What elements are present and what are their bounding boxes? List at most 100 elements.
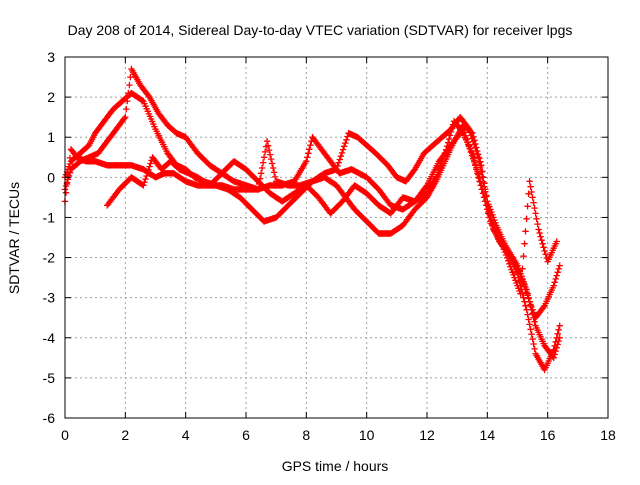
data-point-marker — [143, 172, 150, 180]
data-point-marker — [145, 166, 152, 173]
data-point-marker — [526, 321, 533, 328]
data-point-marker — [524, 290, 531, 297]
data-point-marker — [553, 272, 560, 279]
data-point-marker — [469, 135, 476, 142]
data-point-marker — [537, 233, 544, 240]
data-point-marker — [468, 132, 475, 139]
data-point-marker — [532, 210, 539, 217]
y-tick-label: -2 — [43, 250, 56, 266]
data-point-marker — [553, 344, 560, 351]
data-point-marker — [530, 314, 537, 321]
data-point-marker — [480, 194, 488, 201]
data-point-marker — [463, 135, 470, 143]
data-point-marker — [144, 169, 151, 177]
data-point-marker — [501, 248, 509, 256]
data-point-marker — [506, 260, 513, 267]
data-point-marker — [467, 149, 475, 156]
data-point-marker — [62, 189, 70, 196]
data-point-marker — [524, 203, 531, 210]
data-point-marker — [471, 141, 478, 148]
data-series — [61, 65, 563, 374]
y-tick-label: 2 — [47, 89, 55, 105]
data-point-marker — [122, 114, 129, 121]
x-tick-label: 16 — [540, 427, 556, 443]
data-point-marker — [556, 262, 563, 269]
data-point-marker — [66, 154, 74, 162]
data-point-marker — [272, 173, 279, 181]
data-point-marker — [528, 306, 535, 313]
data-point-marker — [139, 97, 146, 104]
data-point-marker — [531, 345, 538, 353]
data-point-marker — [460, 126, 467, 133]
data-point-marker — [121, 115, 128, 122]
data-point-marker — [535, 226, 542, 233]
data-point-marker — [529, 335, 536, 343]
data-point-marker — [527, 183, 534, 190]
data-point-marker — [527, 326, 534, 333]
x-tick-label: 6 — [242, 427, 250, 443]
data-point-marker — [422, 183, 430, 190]
data-point-marker — [519, 265, 526, 272]
data-point-marker — [534, 220, 541, 228]
data-point-marker — [477, 163, 484, 171]
x-tick-label: 4 — [182, 427, 190, 443]
data-point-marker — [265, 146, 273, 154]
data-point-marker — [466, 145, 473, 153]
y-tick-label: -3 — [43, 290, 56, 306]
data-point-marker — [461, 129, 468, 136]
data-point-marker — [263, 138, 271, 145]
data-point-marker — [254, 186, 262, 193]
data-point-marker — [269, 164, 277, 172]
data-point-marker — [541, 247, 548, 255]
data-point-marker — [474, 151, 481, 158]
data-point-marker — [65, 163, 73, 170]
data-point-marker — [503, 254, 511, 262]
data-point-marker — [555, 265, 562, 273]
data-point-marker — [307, 142, 314, 149]
data-point-marker — [472, 162, 479, 169]
data-point-marker — [527, 302, 534, 309]
data-point-marker — [540, 244, 547, 251]
data-point-marker — [147, 160, 154, 167]
data-point-marker — [496, 234, 503, 241]
data-point-marker — [553, 238, 560, 245]
data-point-marker — [333, 166, 340, 173]
data-point-marker — [467, 129, 474, 136]
data-point-marker — [335, 159, 342, 166]
data-point-marker — [140, 182, 147, 189]
data-point-marker — [500, 246, 507, 253]
data-point-marker — [538, 237, 545, 244]
data-point-marker — [483, 202, 490, 209]
data-point-marker — [472, 144, 479, 152]
data-point-marker — [499, 243, 506, 250]
y-tick-label: -4 — [43, 330, 56, 346]
plot-frame — [64, 56, 609, 419]
y-tick-label: 0 — [47, 169, 55, 185]
data-point-marker — [521, 240, 528, 247]
data-point-marker — [65, 172, 73, 180]
data-point-marker — [303, 158, 310, 165]
data-point-marker — [341, 143, 348, 150]
data-point-marker — [469, 155, 477, 162]
data-point-marker — [127, 73, 134, 81]
data-point-marker — [339, 146, 347, 153]
data-point-marker — [517, 290, 524, 297]
y-tick-label: 1 — [47, 129, 55, 145]
data-point-marker — [528, 331, 535, 338]
data-point-marker — [555, 326, 562, 333]
data-point-marker — [468, 152, 476, 159]
data-point-marker — [342, 139, 349, 147]
series-track-4 — [104, 126, 560, 297]
x-tick-label: 10 — [359, 427, 375, 443]
data-point-marker — [529, 194, 536, 201]
data-point-marker — [531, 318, 538, 325]
data-point-marker — [536, 229, 543, 237]
data-point-marker — [260, 154, 268, 161]
data-point-marker — [554, 330, 561, 337]
grid — [65, 57, 608, 418]
data-point-marker — [551, 279, 558, 286]
data-point-marker — [462, 132, 469, 139]
data-point-marker — [337, 153, 345, 160]
